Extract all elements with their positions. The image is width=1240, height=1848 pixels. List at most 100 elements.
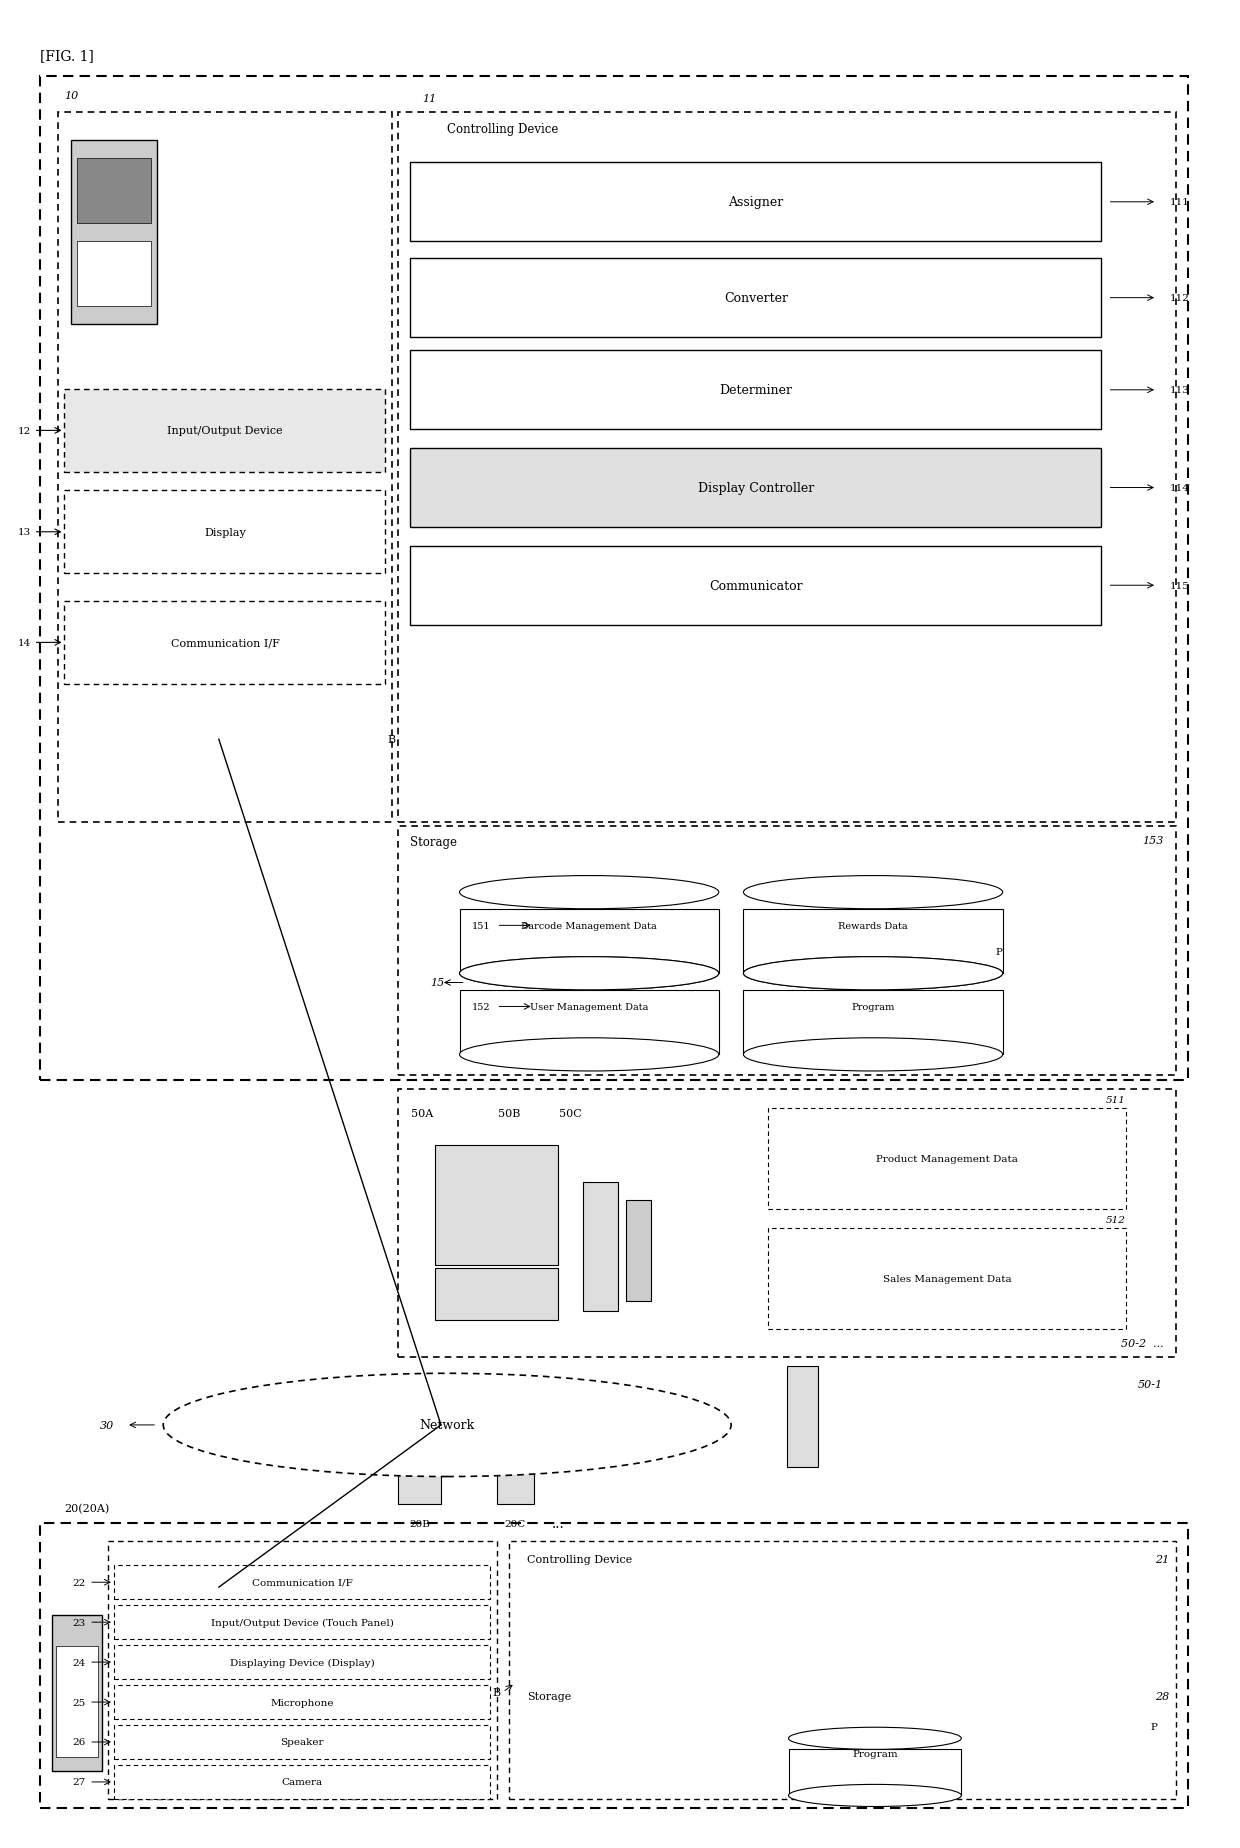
Text: ...: ... xyxy=(552,1515,565,1530)
FancyBboxPatch shape xyxy=(114,1645,490,1680)
FancyBboxPatch shape xyxy=(744,909,1003,974)
Text: Product Management Data: Product Management Data xyxy=(877,1155,1018,1164)
Text: Program: Program xyxy=(852,1748,898,1757)
Text: B: B xyxy=(492,1687,501,1696)
FancyBboxPatch shape xyxy=(114,1565,490,1600)
Text: 30: 30 xyxy=(99,1419,114,1430)
FancyBboxPatch shape xyxy=(460,909,719,974)
Text: 152: 152 xyxy=(471,1002,490,1011)
Text: Communication I/F: Communication I/F xyxy=(252,1578,352,1587)
FancyBboxPatch shape xyxy=(398,1384,441,1504)
Text: 20C: 20C xyxy=(505,1519,526,1528)
Text: 153: 153 xyxy=(1142,835,1163,846)
Text: 50C: 50C xyxy=(559,1109,582,1118)
Text: 111: 111 xyxy=(1169,198,1189,207)
FancyBboxPatch shape xyxy=(114,1724,490,1759)
FancyBboxPatch shape xyxy=(410,547,1101,625)
Text: Displaying Device (Display): Displaying Device (Display) xyxy=(229,1658,374,1667)
Text: Communication I/F: Communication I/F xyxy=(171,638,279,649)
Text: Storage: Storage xyxy=(527,1691,572,1700)
Text: Converter: Converter xyxy=(724,292,787,305)
FancyBboxPatch shape xyxy=(71,140,157,325)
Text: 12: 12 xyxy=(17,427,31,436)
FancyBboxPatch shape xyxy=(410,163,1101,242)
Text: 21: 21 xyxy=(1156,1554,1169,1565)
Text: 115: 115 xyxy=(1169,582,1189,590)
FancyBboxPatch shape xyxy=(398,1090,1176,1356)
FancyBboxPatch shape xyxy=(508,1541,1176,1800)
Text: 20(20A): 20(20A) xyxy=(64,1502,110,1514)
FancyBboxPatch shape xyxy=(410,449,1101,529)
Text: Storage: Storage xyxy=(410,835,458,848)
Text: 114: 114 xyxy=(1169,484,1189,493)
FancyBboxPatch shape xyxy=(410,351,1101,431)
Text: [FIG. 1]: [FIG. 1] xyxy=(40,48,94,63)
FancyBboxPatch shape xyxy=(515,1549,1169,1684)
Text: Input/Output Device: Input/Output Device xyxy=(167,427,283,436)
FancyBboxPatch shape xyxy=(64,492,386,575)
FancyBboxPatch shape xyxy=(435,1268,558,1319)
Text: Sales Management Data: Sales Management Data xyxy=(883,1273,1012,1283)
Text: B: B xyxy=(388,736,396,745)
Text: 151: 151 xyxy=(471,922,490,930)
Text: 25: 25 xyxy=(72,1698,86,1706)
FancyBboxPatch shape xyxy=(398,826,1176,1076)
FancyBboxPatch shape xyxy=(410,259,1101,338)
FancyBboxPatch shape xyxy=(114,1765,490,1800)
Text: Network: Network xyxy=(419,1419,475,1432)
Text: Rewards Data: Rewards Data xyxy=(838,922,908,930)
Text: 14: 14 xyxy=(17,639,31,647)
Ellipse shape xyxy=(744,1039,1003,1072)
FancyBboxPatch shape xyxy=(40,76,1188,1081)
Text: P: P xyxy=(1151,1722,1157,1732)
FancyBboxPatch shape xyxy=(786,1366,817,1467)
Ellipse shape xyxy=(744,876,1003,909)
Ellipse shape xyxy=(164,1373,732,1477)
Text: Display: Display xyxy=(205,527,246,538)
Text: Camera: Camera xyxy=(281,1778,322,1787)
Text: Input/Output Device (Touch Panel): Input/Output Device (Touch Panel) xyxy=(211,1617,393,1626)
FancyBboxPatch shape xyxy=(583,1183,618,1310)
Text: Assigner: Assigner xyxy=(728,196,784,209)
FancyBboxPatch shape xyxy=(52,1615,102,1772)
Text: 112: 112 xyxy=(1169,294,1189,303)
Text: 13: 13 xyxy=(17,529,31,538)
FancyBboxPatch shape xyxy=(435,1146,558,1264)
Text: Controlling Device: Controlling Device xyxy=(448,122,558,135)
FancyBboxPatch shape xyxy=(496,1384,533,1504)
FancyBboxPatch shape xyxy=(768,1109,1126,1210)
Text: 10: 10 xyxy=(64,91,79,102)
Text: Controlling Device: Controlling Device xyxy=(527,1554,632,1565)
FancyBboxPatch shape xyxy=(626,1201,651,1301)
Ellipse shape xyxy=(460,876,719,909)
FancyBboxPatch shape xyxy=(40,1523,1188,1809)
Text: P: P xyxy=(996,948,1003,955)
Text: User Management Data: User Management Data xyxy=(529,1002,649,1011)
FancyBboxPatch shape xyxy=(789,1750,961,1796)
Text: 50-2  ...: 50-2 ... xyxy=(1121,1338,1163,1349)
Text: 15: 15 xyxy=(430,978,444,989)
FancyBboxPatch shape xyxy=(64,390,386,473)
Ellipse shape xyxy=(789,1728,961,1750)
Text: 23: 23 xyxy=(72,1617,86,1626)
Text: Determiner: Determiner xyxy=(719,384,792,397)
Text: 113: 113 xyxy=(1169,386,1189,395)
Ellipse shape xyxy=(744,957,1003,991)
FancyBboxPatch shape xyxy=(77,159,151,224)
FancyBboxPatch shape xyxy=(77,242,151,307)
Text: 512: 512 xyxy=(1106,1216,1126,1225)
Text: 22: 22 xyxy=(72,1578,86,1587)
Text: 24: 24 xyxy=(72,1658,86,1667)
Text: 50B: 50B xyxy=(497,1109,520,1118)
Ellipse shape xyxy=(460,1039,719,1072)
Text: Microphone: Microphone xyxy=(270,1698,334,1706)
Text: 11: 11 xyxy=(423,94,436,103)
Text: 50-1: 50-1 xyxy=(1138,1379,1163,1390)
FancyBboxPatch shape xyxy=(460,991,719,1055)
FancyBboxPatch shape xyxy=(114,1685,490,1719)
FancyBboxPatch shape xyxy=(398,113,1176,822)
Text: 28: 28 xyxy=(1156,1691,1169,1700)
FancyBboxPatch shape xyxy=(744,991,1003,1055)
Text: Barcode Management Data: Barcode Management Data xyxy=(521,922,657,930)
Ellipse shape xyxy=(460,957,719,991)
